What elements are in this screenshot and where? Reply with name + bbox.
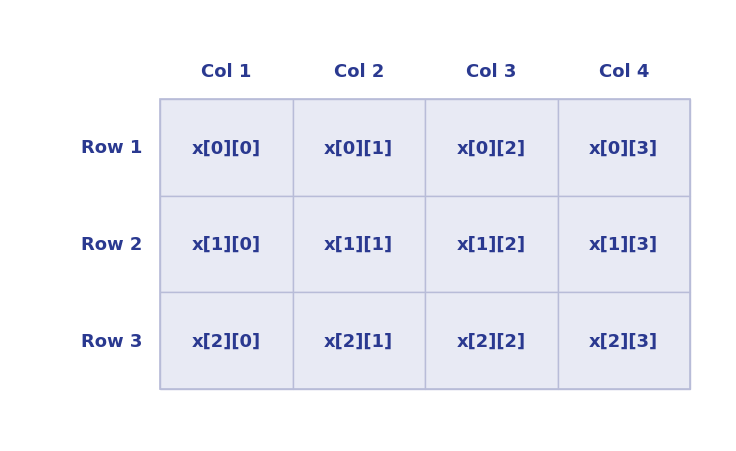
Text: x[1][0]: x[1][0] [191,235,261,253]
Text: Row 1: Row 1 [81,139,142,157]
Bar [160,196,292,293]
Text: x[2][1]: x[2][1] [324,332,393,350]
Text: Col 2: Col 2 [333,63,384,81]
Text: x[1][1]: x[1][1] [324,235,393,253]
Bar [557,196,690,293]
Text: Row 2: Row 2 [81,235,142,253]
Bar [425,100,557,196]
Bar [292,196,425,293]
Bar [160,100,292,196]
Text: Row 3: Row 3 [81,332,142,350]
Text: x[0][1]: x[0][1] [324,139,393,157]
Bar [557,293,690,389]
Bar [160,100,690,389]
Text: Col 4: Col 4 [598,63,649,81]
Text: x[0][0]: x[0][0] [191,139,261,157]
Bar [425,293,557,389]
Bar [557,100,690,196]
Text: x[2][0]: x[2][0] [191,332,261,350]
Text: Col 3: Col 3 [466,63,517,81]
Bar [292,293,425,389]
Text: x[2][2]: x[2][2] [456,332,526,350]
Text: x[2][3]: x[2][3] [590,332,658,350]
Bar [292,100,425,196]
Bar [425,196,557,293]
Bar [160,293,292,389]
Text: x[0][2]: x[0][2] [456,139,526,157]
Text: x[1][3]: x[1][3] [590,235,658,253]
Text: x[1][2]: x[1][2] [456,235,526,253]
Text: Col 1: Col 1 [201,63,252,81]
Text: x[0][3]: x[0][3] [590,139,658,157]
